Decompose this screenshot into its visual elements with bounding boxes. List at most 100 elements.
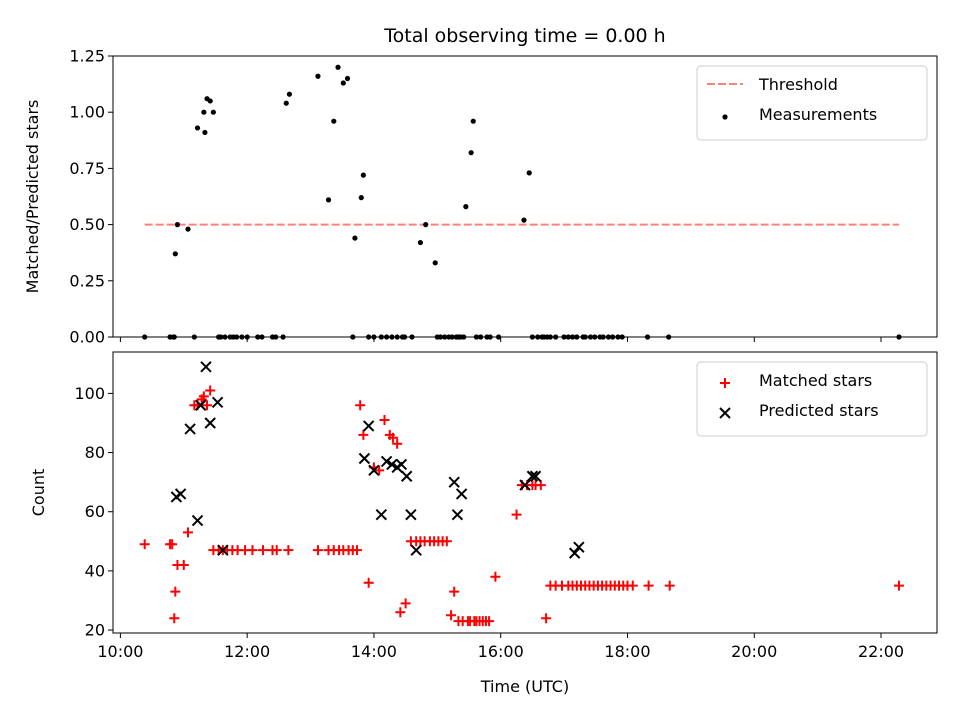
predicted-star-point bbox=[455, 488, 468, 500]
matched-star-point bbox=[400, 598, 411, 609]
measurement-point bbox=[331, 118, 337, 124]
predicted-star-point bbox=[405, 508, 417, 521]
measurement-point bbox=[495, 334, 502, 340]
measurement-point bbox=[389, 334, 395, 340]
y-tick-label: 1.25 bbox=[69, 47, 105, 66]
y-tick-label: 20 bbox=[85, 621, 105, 640]
matched-star-point bbox=[258, 545, 269, 556]
measurement-point bbox=[463, 204, 469, 210]
measurement-point bbox=[574, 334, 580, 340]
x-tick-label: 10:00 bbox=[97, 642, 143, 661]
measurement-point bbox=[417, 239, 424, 246]
predicted-star-point bbox=[448, 476, 460, 488]
measurement-point bbox=[896, 334, 902, 340]
measurement-point bbox=[344, 75, 351, 82]
measurement-point bbox=[565, 334, 571, 340]
matched-star-point bbox=[446, 610, 457, 621]
legend: Matched stars Predicted stars bbox=[696, 361, 928, 437]
measurement-point bbox=[350, 334, 356, 340]
matched-star-point bbox=[535, 480, 546, 491]
measurement-point bbox=[315, 73, 321, 79]
measurement-point bbox=[423, 222, 429, 228]
measurement-point bbox=[335, 64, 341, 70]
matched-star-point bbox=[169, 613, 180, 624]
measurement-point bbox=[529, 334, 535, 340]
bottom-y-axis-label: Count bbox=[29, 469, 48, 517]
x-tick-label: 18:00 bbox=[604, 642, 650, 661]
matched-star-point bbox=[183, 527, 194, 538]
measurement-point bbox=[384, 334, 390, 340]
measurement-point bbox=[409, 334, 415, 340]
measurement-point bbox=[432, 260, 438, 266]
measurement-point bbox=[358, 195, 364, 201]
measurement-point bbox=[553, 334, 559, 340]
matched-star-point bbox=[627, 580, 638, 591]
measurement-point bbox=[521, 217, 527, 223]
predicted-star-point bbox=[410, 544, 422, 556]
matched-star-point bbox=[363, 577, 374, 588]
y-tick-label: 1.00 bbox=[69, 103, 105, 122]
legend-label: Matched stars bbox=[759, 371, 872, 390]
matched-star-point bbox=[139, 539, 150, 550]
measurement-point bbox=[286, 91, 293, 97]
legend-box bbox=[696, 361, 928, 437]
legend-box bbox=[696, 65, 928, 141]
matched-star-point bbox=[205, 385, 216, 396]
measurement-point bbox=[569, 334, 576, 340]
predicted-star-point bbox=[368, 464, 380, 477]
matched-star-point bbox=[247, 545, 258, 556]
y-tick-label: 40 bbox=[85, 561, 105, 580]
predicted-star-point bbox=[526, 470, 539, 482]
legend-x-swatch bbox=[719, 407, 731, 419]
predicted-star-point bbox=[568, 547, 581, 559]
predicted-star-point bbox=[217, 544, 229, 556]
measurement-point bbox=[202, 129, 208, 136]
top-panel: 0.00 0.25 0.50 0.75 1.00 1.25 Threshold Measure… bbox=[69, 47, 938, 347]
measurement-point bbox=[615, 334, 621, 340]
measurement-point bbox=[283, 100, 289, 106]
y-tick-label: 0.25 bbox=[69, 271, 105, 290]
matched-star-point bbox=[202, 400, 213, 411]
matched-star-point bbox=[511, 509, 522, 520]
measurement-point bbox=[142, 334, 148, 340]
bottom-panel: 20 40 60 80 100 10:00 12:00 14:00 16:00 18:00 20:0… bbox=[74, 351, 938, 661]
measurement-point bbox=[222, 334, 228, 340]
y-tick-label: 60 bbox=[85, 502, 105, 521]
measurement-point bbox=[185, 226, 191, 232]
measurement-point bbox=[473, 334, 480, 340]
predicted-star-point bbox=[191, 514, 204, 527]
measurement-point bbox=[437, 334, 444, 340]
matched-star-point bbox=[484, 616, 495, 627]
measurement-point bbox=[470, 118, 476, 124]
predicted-star-point bbox=[200, 361, 212, 373]
legend-dot-swatch bbox=[722, 114, 728, 120]
measurement-point bbox=[378, 334, 384, 340]
measurement-point bbox=[592, 334, 598, 340]
predicted-star-point bbox=[519, 479, 531, 491]
predicted-star-point bbox=[211, 396, 224, 408]
x-tick-label: 16:00 bbox=[478, 642, 524, 661]
x-tick-label: 12:00 bbox=[224, 642, 270, 661]
measurement-point bbox=[547, 334, 553, 340]
measurement-point bbox=[172, 251, 178, 257]
predicted-star-point bbox=[395, 458, 408, 471]
matched-star-point bbox=[893, 580, 904, 591]
legend-label: Predicted stars bbox=[759, 401, 879, 420]
predicted-star-point bbox=[362, 420, 375, 432]
measurement-point bbox=[218, 334, 224, 340]
matched-star-point bbox=[352, 545, 363, 556]
matched-star-point bbox=[312, 545, 323, 556]
matched-star-point bbox=[392, 438, 403, 449]
measurement-point bbox=[394, 334, 400, 340]
predicted-star-point bbox=[451, 508, 464, 521]
matched-star-point bbox=[379, 415, 390, 426]
matched-star-point bbox=[374, 465, 385, 476]
matched-star-point bbox=[441, 536, 452, 547]
measurement-point bbox=[644, 334, 651, 340]
measurement-point bbox=[605, 334, 612, 340]
predicted-star-point bbox=[194, 399, 207, 411]
y-tick-label: 100 bbox=[74, 384, 105, 403]
measurement-point bbox=[360, 172, 366, 178]
measurement-point bbox=[561, 334, 567, 340]
predicted-star-point bbox=[400, 470, 413, 482]
